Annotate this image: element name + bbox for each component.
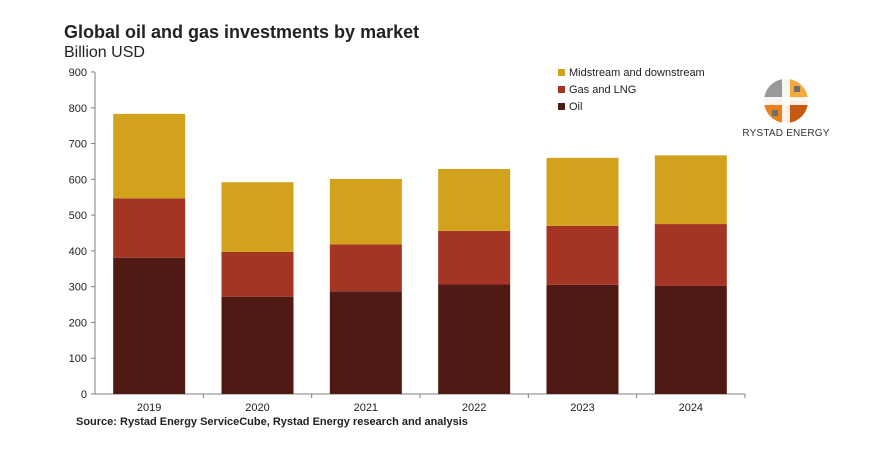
y-tick-label: 600: [69, 174, 87, 186]
y-tick-label: 300: [69, 282, 87, 294]
bar-gas-and-lng-2019: [113, 198, 186, 258]
legend-label: Midstream and downstream: [569, 67, 705, 79]
rystad-energy-logo: RYSTAD ENERGY: [736, 74, 836, 144]
x-tick-label: 2020: [245, 402, 269, 414]
bar-oil-2022: [438, 284, 511, 394]
x-tick-label: 2024: [679, 402, 703, 414]
x-tick-label: 2021: [354, 402, 378, 414]
bar-gas-and-lng-2022: [438, 230, 511, 285]
bar-oil-2023: [546, 284, 619, 394]
x-tick-label: 2022: [462, 402, 486, 414]
y-tick-label: 400: [69, 246, 87, 258]
legend-label: Oil: [569, 101, 582, 113]
bar-oil-2019: [113, 257, 186, 394]
bar-gas-and-lng-2024: [654, 224, 727, 286]
y-tick-label: 800: [69, 103, 87, 115]
y-tick-label: 100: [69, 353, 87, 365]
bar-oil-2024: [654, 285, 727, 394]
bar-gas-and-lng-2023: [546, 225, 619, 285]
bar-gas-and-lng-2021: [329, 244, 402, 292]
bar-midstream-and-downstream-2019: [113, 113, 186, 199]
y-tick-label: 900: [69, 67, 87, 79]
bar-midstream-and-downstream-2020: [221, 182, 294, 252]
bar-gas-and-lng-2020: [221, 251, 294, 297]
x-tick-label: 2019: [137, 402, 161, 414]
y-tick-label: 200: [69, 317, 87, 329]
bar-oil-2020: [221, 296, 294, 394]
y-tick-label: 0: [81, 389, 87, 401]
y-tick-label: 500: [69, 210, 87, 222]
bar-midstream-and-downstream-2024: [654, 155, 727, 225]
legend-label: Gas and LNG: [569, 84, 636, 96]
globe-logo-icon: [764, 79, 808, 123]
chart-title: Global oil and gas investments by market: [64, 22, 420, 42]
y-tick-label: 700: [69, 139, 87, 151]
legend-swatch: [558, 86, 565, 93]
legend-swatch: [558, 69, 565, 76]
chart-subtitle: Billion USD: [64, 44, 145, 61]
bar-midstream-and-downstream-2021: [329, 178, 402, 245]
bar-midstream-and-downstream-2023: [546, 157, 619, 226]
source-note: Source: Rystad Energy ServiceCube, Rysta…: [76, 416, 468, 428]
bar-midstream-and-downstream-2022: [438, 168, 511, 231]
bar-oil-2021: [329, 291, 402, 394]
x-tick-label: 2023: [570, 402, 594, 414]
legend-swatch: [558, 103, 565, 110]
logo-text: RYSTAD ENERGY: [742, 128, 830, 139]
